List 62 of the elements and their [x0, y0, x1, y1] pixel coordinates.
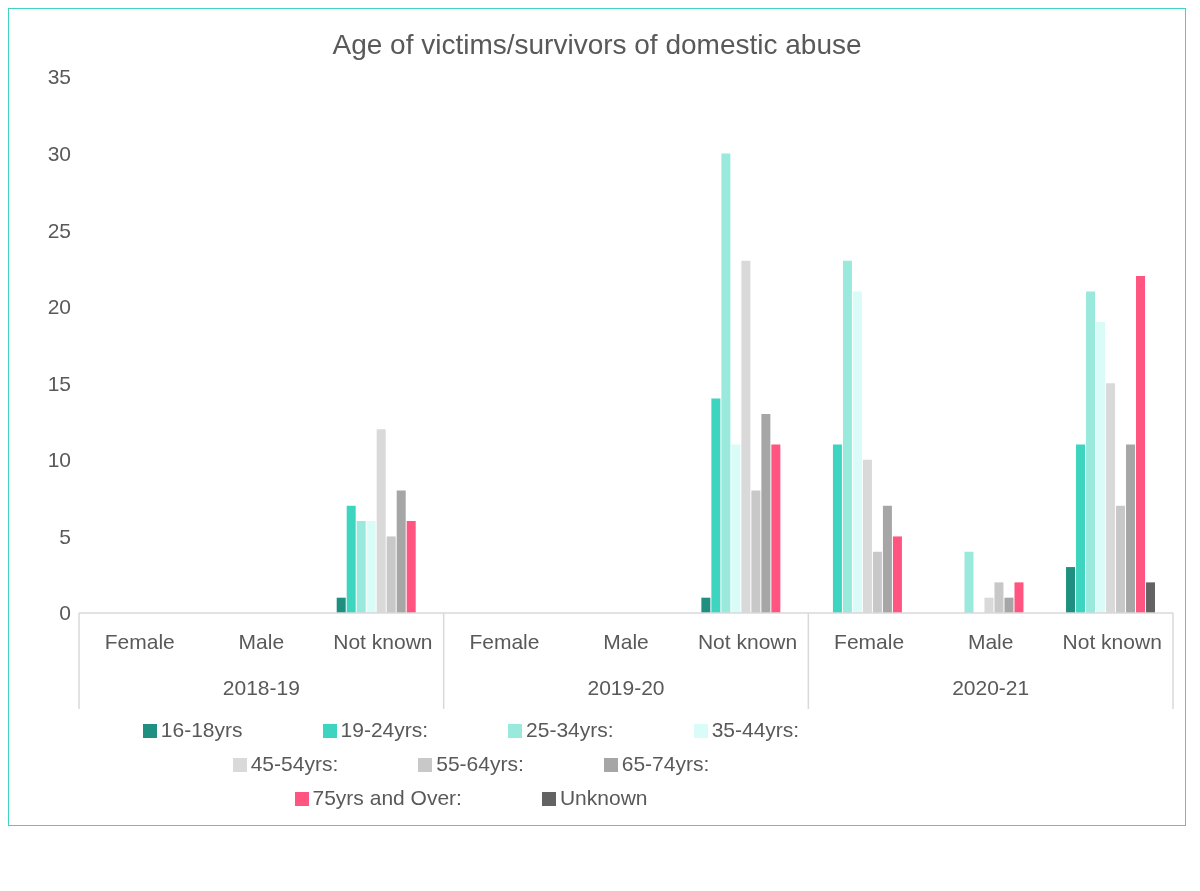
y-tick-label: 30 [47, 142, 71, 166]
legend-label: 16-18yrs [160, 718, 243, 741]
legend-label: Unknown [559, 786, 648, 809]
bar [1136, 276, 1146, 613]
text: 2018-19 [222, 676, 300, 699]
bar [701, 597, 711, 613]
chart-title: Age of victims/survivors of domestic abuse [331, 28, 863, 62]
text: 2019-20 [587, 676, 665, 699]
x-tick-label: Female [834, 630, 905, 653]
y-tick-label: 35 [47, 65, 71, 89]
y-tick-label: 25 [47, 218, 71, 242]
bar [346, 505, 356, 613]
bar [356, 521, 366, 613]
bar [882, 505, 892, 613]
x-tick-label: Female [469, 630, 540, 653]
x-tick-label: Male [967, 630, 1014, 653]
bar [1126, 444, 1136, 613]
bar [1086, 291, 1096, 613]
bar [892, 536, 902, 613]
legend-label: 19-24yrs: [340, 718, 429, 741]
legend-label: 55-64yrs: [436, 752, 524, 775]
bar [1004, 597, 1014, 613]
bar [872, 551, 882, 613]
bar [721, 153, 731, 613]
legend-label: 25-34yrs: [526, 718, 614, 741]
x-tick-label: Male [603, 630, 649, 653]
y-tick-label: 20 [47, 295, 71, 319]
bar [366, 521, 376, 613]
y-tick-label: 15 [47, 371, 71, 395]
bar [1076, 444, 1086, 613]
legend-label: 35-44yrs: [711, 718, 800, 741]
legend-label: 75yrs and Over: [312, 786, 462, 809]
bar [852, 291, 862, 613]
bar [1014, 582, 1024, 613]
bar [731, 444, 741, 613]
y-tick-label: 5 [59, 524, 71, 548]
legend-label: 45-54yrs: [250, 752, 339, 775]
bar [771, 444, 781, 613]
x-tick-label: Female [104, 630, 175, 653]
text: 2020-21 [952, 676, 1030, 699]
bar [751, 490, 761, 613]
bar [396, 490, 406, 613]
bar [761, 413, 771, 613]
x-tick-label: Male [238, 630, 285, 653]
bar [336, 597, 346, 613]
bar [711, 398, 721, 613]
bar [386, 536, 396, 613]
bar [832, 444, 842, 613]
y-tick-label: 0 [59, 601, 71, 625]
bar [1096, 322, 1106, 613]
y-tick-label: 10 [47, 448, 71, 472]
x-tick-label: Not known [1062, 630, 1162, 653]
bar [964, 551, 974, 613]
bar [1146, 582, 1156, 613]
legend-label: 65-74yrs: [621, 752, 710, 775]
bar [1116, 505, 1126, 613]
x-tick-label: Not known [697, 630, 798, 653]
bar [1066, 567, 1076, 613]
x-tick-label: Not known [333, 630, 433, 653]
bar [842, 260, 852, 613]
bar [406, 521, 416, 613]
bar [994, 582, 1004, 613]
